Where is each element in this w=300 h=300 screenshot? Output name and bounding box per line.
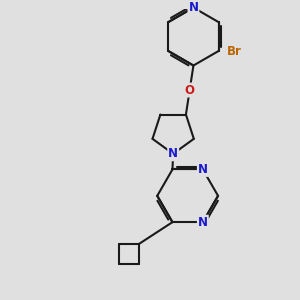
Text: N: N bbox=[188, 1, 198, 14]
Text: N: N bbox=[168, 147, 178, 160]
Text: O: O bbox=[185, 83, 195, 97]
Text: N: N bbox=[198, 216, 208, 229]
Text: N: N bbox=[198, 163, 208, 176]
Text: Br: Br bbox=[227, 44, 242, 58]
